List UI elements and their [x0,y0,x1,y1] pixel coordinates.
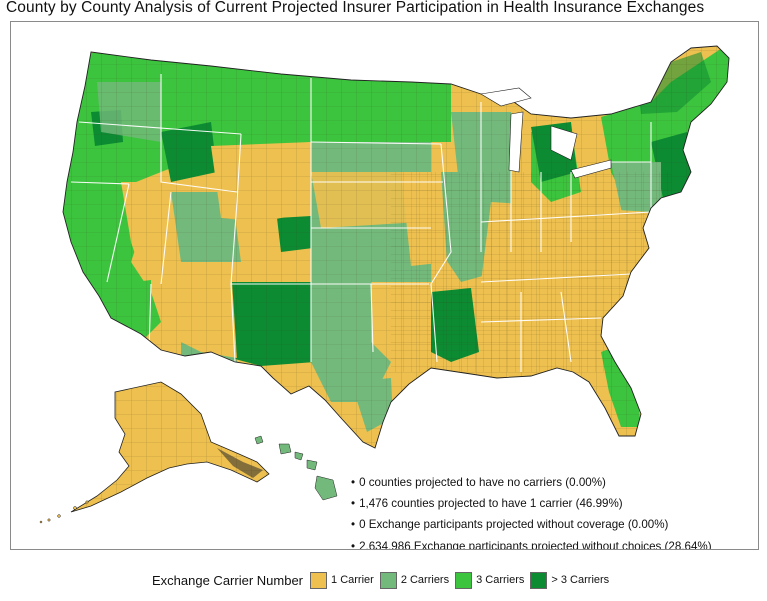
legend-label-more-than-3-carriers: > 3 Carriers [551,574,610,586]
legend: Exchange Carrier Number 1 Carrier 2 Carr… [152,571,615,589]
legend-item-more-than-3-carriers: > 3 Carriers [530,571,610,589]
legend-item-1-carrier: 1 Carrier [310,571,374,589]
stat-no-carriers: 0 counties projected to have no carriers… [351,472,712,493]
legend-item-2-carriers: 2 Carriers [379,571,450,589]
legend-label-2-carriers: 2 Carriers [400,574,450,586]
legend-item-3-carriers: 3 Carriers [455,571,525,589]
alaska [39,381,270,524]
legend-label-3-carriers: 3 Carriers [476,574,525,586]
map-title: County by County Analysis of Current Pro… [6,0,705,16]
legend-swatch-3-carriers [455,571,473,589]
stat-without-choices: 2,634,986 Exchange participants projecte… [351,536,712,549]
us-county-map [39,45,730,524]
contiguous-us [62,45,730,449]
hawaii [254,435,338,501]
stat-without-coverage: 0 Exchange participants projected withou… [351,514,712,535]
legend-title: Exchange Carrier Number [152,572,304,588]
legend-label-1-carrier: 1 Carrier [331,574,374,586]
legend-swatch-2-carriers [379,571,397,589]
legend-swatch-1-carrier [310,571,328,589]
stat-one-carrier: 1,476 counties projected to have 1 carri… [351,493,712,514]
statistics-list: 0 counties projected to have no carriers… [351,472,712,549]
legend-swatch-more-than-3-carriers [530,571,548,589]
map-frame: 0 counties projected to have no carriers… [10,21,759,550]
